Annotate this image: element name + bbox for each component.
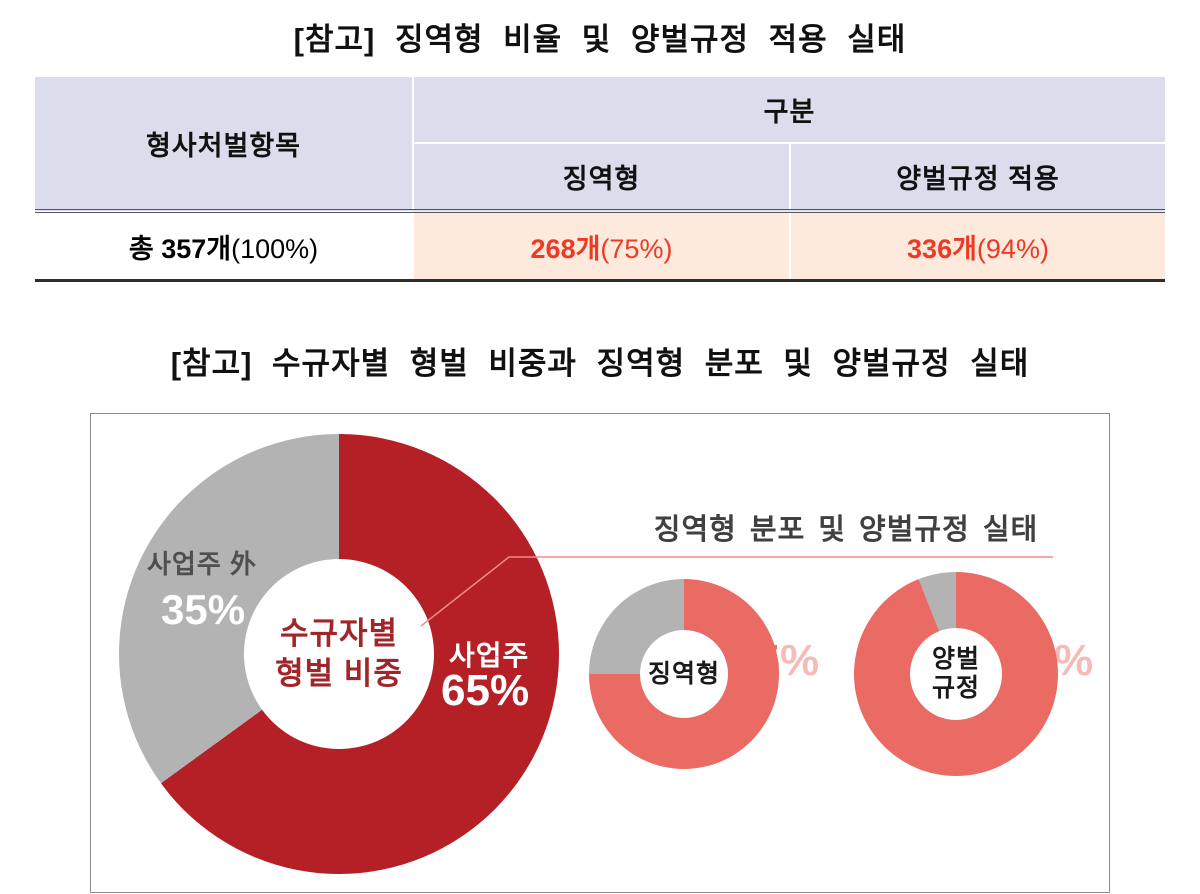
cell-total-paren: (100%) xyxy=(231,233,319,264)
table-data-row: 총 357개(100%) 268개(75%) 336개(94%) xyxy=(35,209,1165,281)
value-imprisonment-num: 75 xyxy=(731,636,780,685)
cell-dual-liability-paren: (94%) xyxy=(976,233,1049,264)
label-employer: 사업주 xyxy=(449,640,530,671)
donut-main-center-line2: 형벌 비중 xyxy=(275,656,403,691)
cell-dual-liability: 336개(94%) xyxy=(789,209,1165,281)
donut-imprisonment-center: 징역형 xyxy=(647,659,720,688)
value-dual-liability: 94% xyxy=(1005,636,1093,686)
value-imprisonment: 75% xyxy=(731,636,819,686)
value-imprisonment-sign: % xyxy=(779,636,820,685)
cell-imprisonment-value: 268개 xyxy=(530,233,601,264)
donut-dual-liability-hole: 양벌 규정 xyxy=(910,628,1002,720)
header-dual-liability: 양벌규정 적용 xyxy=(789,142,1165,212)
chart-panel: 수규자별 형벌 비중 사업주 外 35% 사업주 65% 징역형 분포 및 양벌… xyxy=(90,413,1110,893)
table-header-row-1: 형사처벌항목 구분 xyxy=(35,75,1165,212)
page-title-penalty-ratio: [참고] 징역형 비율 및 양벌규정 적용 실태 xyxy=(293,22,907,57)
donut-main-penalty-share: 수규자별 형벌 비중 사업주 外 35% 사업주 65% xyxy=(119,434,559,874)
donut-main-center-line1: 수규자별 xyxy=(279,615,399,651)
value-employer: 65% xyxy=(441,666,530,715)
cell-total-value: 총 357개 xyxy=(128,233,232,264)
header-imprisonment: 징역형 xyxy=(412,142,791,212)
cell-imprisonment-paren: (75%) xyxy=(600,233,673,264)
page-title-distribution: [참고] 수규자별 형벌 비중과 징역형 분포 및 양벌규정 실태 xyxy=(170,346,1030,381)
header-category-group: 구분 xyxy=(412,75,1165,144)
value-dual-liability-sign: % xyxy=(1053,636,1094,685)
donut-main-hole: 수규자별 형벌 비중 xyxy=(244,559,434,749)
header-penalty-item: 형사처벌항목 xyxy=(35,75,414,212)
donut-imprisonment: 징역형 xyxy=(589,579,779,769)
donut-dual-liability: 양벌 규정 xyxy=(854,572,1058,776)
cell-dual-liability-value: 336개 xyxy=(907,233,977,264)
label-other-employers: 사업주 外 xyxy=(147,549,257,579)
value-dual-liability-num: 94 xyxy=(1005,636,1054,685)
donut-dual-center-line1: 양벌 xyxy=(931,645,980,674)
donut-imprisonment-hole: 징역형 xyxy=(640,630,728,718)
annotation-title: 징역형 분포 및 양벌규정 실태 xyxy=(653,514,1039,546)
donut-dual-center-line2: 규정 xyxy=(931,674,980,702)
cell-imprisonment: 268개(75%) xyxy=(412,209,790,281)
value-other-employers: 35% xyxy=(161,586,246,633)
table-header-row-2: 징역형 양벌규정 적용 xyxy=(35,142,1165,212)
cell-total: 총 357개(100%) xyxy=(35,209,413,281)
penalty-table: 형사처벌항목 구분 징역형 양벌규정 적용 총 357개(100%) 268개(… xyxy=(35,75,1165,282)
